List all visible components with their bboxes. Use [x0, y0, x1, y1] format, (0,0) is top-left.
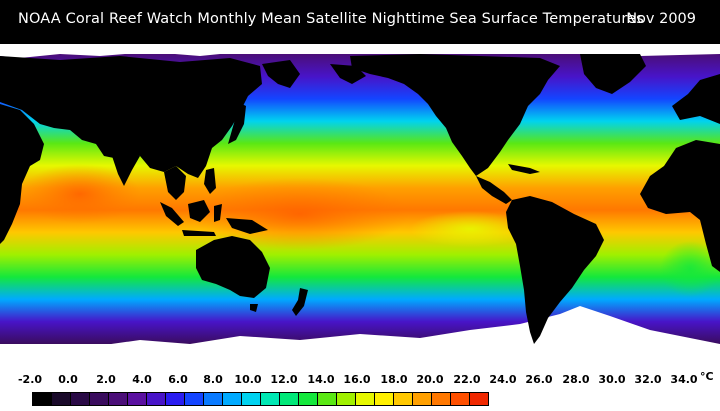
legend-color-cell: [432, 393, 451, 405]
land-kamchatka: [262, 60, 300, 88]
arctic-ice: [0, 44, 720, 58]
legend-color-cell: [318, 393, 337, 405]
legend-unit: °C: [700, 370, 714, 383]
legend-tick-label: 26.0: [525, 373, 553, 386]
land-eurasia: [0, 56, 262, 178]
land-africa-west: [640, 140, 720, 272]
legend-color-cell: [90, 393, 109, 405]
legend-tick-label: 30.0: [598, 373, 626, 386]
legend-color-cell: [413, 393, 432, 405]
legend-color-cell: [223, 393, 242, 405]
land-tasmania: [250, 304, 258, 312]
legend-color-cell: [166, 393, 185, 405]
legend-color-cell: [337, 393, 356, 405]
map-title: NOAA Coral Reef Watch Monthly Mean Satel…: [18, 11, 644, 27]
legend-tick-label: 0.0: [58, 373, 78, 386]
legend-color-cell: [128, 393, 147, 405]
legend-color-cell: [204, 393, 223, 405]
land-sulawesi: [214, 204, 222, 222]
world-map-svg: [0, 44, 720, 370]
land-philippines: [204, 168, 216, 194]
land-north-america: [350, 54, 560, 176]
land-borneo: [188, 200, 210, 222]
legend-color-cell: [261, 393, 280, 405]
legend-color-cell: [52, 393, 71, 405]
legend-tick-label: 16.0: [343, 373, 371, 386]
warm-pool-indian: [20, 164, 140, 224]
land-south-america: [506, 196, 604, 344]
legend-tick-label: 34.0: [670, 373, 698, 386]
legend-tick-label: 6.0: [168, 373, 188, 386]
legend-tick-label: 32.0: [634, 373, 662, 386]
legend-tick-label: -2.0: [17, 373, 43, 386]
sst-map: [0, 44, 720, 370]
title-bar: NOAA Coral Reef Watch Monthly Mean Satel…: [0, 0, 720, 44]
legend-color-cell: [242, 393, 261, 405]
legend-color-cell: [356, 393, 375, 405]
legend-color-cell: [147, 393, 166, 405]
legend-color-cell: [71, 393, 90, 405]
legend-color-cell: [375, 393, 394, 405]
land-cuba: [508, 164, 540, 174]
legend-tick-label: 20.0: [416, 373, 444, 386]
legend-color-cell: [33, 393, 52, 405]
legend-color-cell: [185, 393, 204, 405]
legend-color-cell: [470, 393, 488, 405]
legend-tick-label: 10.0: [234, 373, 262, 386]
legend-tick-label: 28.0: [562, 373, 590, 386]
legend-tick-label: 22.0: [453, 373, 481, 386]
land-central-america: [476, 176, 512, 204]
land-japan: [228, 102, 246, 144]
legend-tick-label: 18.0: [380, 373, 408, 386]
legend-color-cell: [451, 393, 470, 405]
legend: -2.0 0.0 2.0 4.0 6.0 8.0 10.0 12.0 14.0 …: [0, 370, 720, 411]
legend-color-cell: [299, 393, 318, 405]
legend-color-cell: [394, 393, 413, 405]
legend-tick-label: 2.0: [96, 373, 116, 386]
legend-tick-label: 4.0: [132, 373, 152, 386]
land-sumatra: [160, 202, 184, 226]
legend-color-cell: [109, 393, 128, 405]
land-greenland: [580, 54, 646, 94]
legend-tick-label: 14.0: [307, 373, 335, 386]
legend-color-bar: [32, 392, 489, 406]
land-india: [96, 144, 140, 186]
land-java: [182, 230, 216, 236]
legend-color-cell: [280, 393, 299, 405]
land-europe: [672, 74, 720, 124]
land-indochina: [164, 166, 186, 200]
land-alaska: [330, 64, 366, 84]
legend-tick-label: 8.0: [203, 373, 223, 386]
legend-tick-label: 24.0: [489, 373, 517, 386]
map-date: Nov 2009: [626, 11, 696, 27]
land-new-guinea: [226, 218, 268, 234]
cool-tongue-east-pacific: [410, 211, 530, 247]
land-africa-east: [0, 104, 44, 244]
cool-benguela: [660, 241, 720, 297]
land-australia: [196, 236, 270, 298]
land-new-zealand: [292, 288, 308, 316]
legend-tick-label: 12.0: [270, 373, 298, 386]
